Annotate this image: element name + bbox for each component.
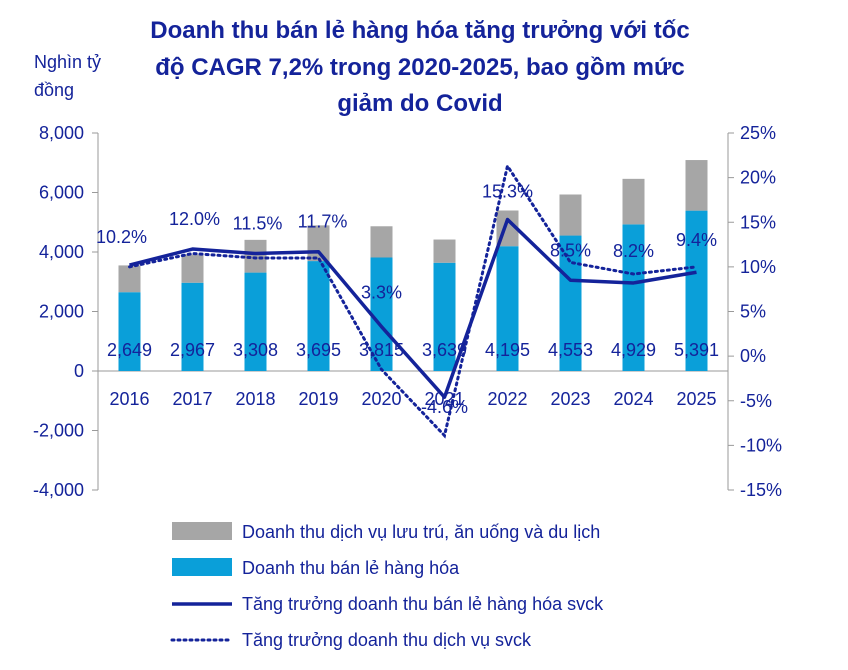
legend-item: Tăng trưởng doanh thu bán lẻ hàng hóa sv…	[172, 594, 604, 614]
retail-bar	[622, 224, 645, 371]
category-label: 2022	[487, 389, 527, 409]
right-axis: 25% 20% 15% 10% 5% 0% -5% -10% -15%	[727, 123, 782, 500]
left-axis: 8,000 6,000 4,000 2,000 0 -2,000 -4,000	[33, 123, 728, 500]
left-axis-tick-label: 4,000	[39, 242, 84, 262]
retail-value-label: 2,967	[170, 340, 215, 360]
retail-value-label: 4,553	[548, 340, 593, 360]
services-bar	[433, 239, 456, 263]
retail-bar	[559, 235, 582, 371]
growth-value-label: 15.3%	[482, 182, 533, 202]
right-axis-tick-label: -5%	[740, 391, 772, 411]
growth-value-label: 8.5%	[550, 240, 591, 260]
services-bar	[622, 178, 645, 225]
left-axis-tick-label: -2,000	[33, 421, 84, 441]
growth-lines	[128, 162, 698, 439]
category-label: 2019	[298, 389, 338, 409]
legend-swatch	[172, 558, 232, 576]
retail-value-label: 5,391	[674, 340, 719, 360]
right-axis-tick-label: -15%	[740, 480, 782, 500]
y-unit-line-1: Nghìn tỷ	[34, 52, 101, 72]
growth-value-label: 12.0%	[169, 209, 220, 229]
legend-item: Tăng trưởng doanh thu dịch vụ svck	[170, 630, 532, 650]
category-label: 2024	[613, 389, 653, 409]
retail-bar	[118, 292, 141, 371]
legend-item: Doanh thu bán lẻ hàng hóa	[172, 558, 460, 578]
retail-value-label: 3,308	[233, 340, 278, 360]
retail-value-label: 3,639	[422, 340, 467, 360]
legend-label: Tăng trưởng doanh thu dịch vụ svck	[242, 630, 532, 650]
legend-label: Tăng trưởng doanh thu bán lẻ hàng hóa sv…	[242, 594, 604, 614]
left-axis-tick-label: 6,000	[39, 183, 84, 203]
category-label: 2017	[172, 389, 212, 409]
retail-bar	[496, 246, 519, 371]
services-bar	[181, 254, 204, 283]
left-axis-tick-label: 2,000	[39, 302, 84, 322]
growth-value-label: 9.4%	[676, 230, 717, 250]
growth-value-label: 11.7%	[298, 212, 348, 232]
left-axis-tick-label: 8,000	[39, 123, 84, 143]
growth-value-label: 10.2%	[96, 227, 147, 247]
retail-value-label: 4,929	[611, 340, 656, 360]
retail-bar	[370, 257, 393, 371]
retail-bar	[685, 210, 708, 371]
chart-title-line-2: độ CAGR 7,2% trong 2020-2025, bao gồm mứ…	[155, 54, 685, 81]
growth-value-label: -4.6%	[421, 397, 468, 417]
growth-value-label: 8.2%	[613, 241, 654, 261]
y-axis-unit: Nghìn tỷ đồng	[34, 52, 101, 100]
growth-value-label: 11.5%	[233, 213, 283, 233]
left-axis-tick-label: 0	[74, 361, 84, 381]
category-label: 2023	[550, 389, 590, 409]
retail-bar	[433, 262, 456, 371]
services-bar	[559, 194, 582, 236]
retail-value-label: 3,815	[359, 340, 404, 360]
retail-value-label: 2,649	[107, 340, 152, 360]
services-bar	[244, 239, 267, 273]
legend-label: Doanh thu bán lẻ hàng hóa	[242, 558, 460, 578]
category-label: 2021	[424, 389, 464, 409]
category-label: 2020	[361, 389, 401, 409]
retail-value-label: 3,695	[296, 340, 341, 360]
legend-item: Doanh thu dịch vụ lưu trú, ăn uống và du…	[172, 522, 600, 542]
legend-swatch	[172, 522, 232, 540]
bar-labels: 2,649 2,967 3,308 3,695 3,815 3,639 4,195 4,553…	[107, 340, 719, 360]
right-axis-tick-label: 0%	[740, 346, 766, 366]
services-bar	[370, 226, 393, 258]
chart-title-line-3: giảm do Covid	[337, 90, 502, 117]
retail-bar	[244, 272, 267, 371]
growth-value-label: 3.3%	[361, 283, 402, 303]
services-growth-line	[128, 162, 698, 439]
retail-value-label: 4,195	[485, 340, 530, 360]
category-labels: 2016 2017 2018 2019 2020 2021 2022 2023 2024 2025	[109, 389, 716, 409]
right-axis-tick-label: 20%	[740, 168, 776, 188]
retail-bar	[181, 282, 204, 371]
category-label: 2025	[676, 389, 716, 409]
right-axis-tick-label: 5%	[740, 302, 766, 322]
services-bar	[685, 160, 708, 211]
retail-growth-line	[129, 217, 697, 399]
right-axis-tick-label: -10%	[740, 435, 782, 455]
growth-labels: 10.2% 12.0% 11.5% 11.7% 3.3% -4.6% 15.3% 8.5% 8.…	[96, 182, 717, 418]
right-axis-tick-label: 15%	[740, 212, 776, 232]
chart-title-line-1: Doanh thu bán lẻ hàng hóa tăng trưởng vớ…	[150, 17, 690, 44]
bars	[118, 160, 708, 371]
category-label: 2016	[109, 389, 149, 409]
legend: Doanh thu dịch vụ lưu trú, ăn uống và du…	[170, 522, 604, 650]
left-axis-tick-label: -4,000	[33, 480, 84, 500]
y-unit-line-2: đồng	[34, 80, 74, 100]
right-axis-tick-label: 10%	[740, 257, 776, 277]
category-label: 2018	[235, 389, 275, 409]
retail-bar	[307, 261, 330, 371]
chart-title: Doanh thu bán lẻ hàng hóa tăng trưởng vớ…	[150, 17, 690, 117]
services-bar	[118, 265, 141, 293]
legend-label: Doanh thu dịch vụ lưu trú, ăn uống và du…	[242, 522, 600, 542]
right-axis-tick-label: 25%	[740, 123, 776, 143]
